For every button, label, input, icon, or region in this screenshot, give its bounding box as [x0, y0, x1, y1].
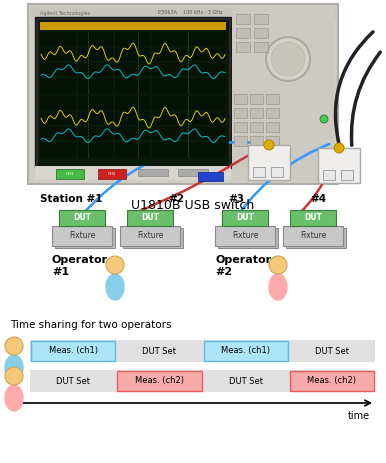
Ellipse shape — [106, 274, 124, 300]
Circle shape — [320, 115, 328, 123]
Bar — [253, 167, 265, 177]
Text: DUT Set: DUT Set — [142, 346, 176, 356]
Bar — [271, 167, 283, 177]
Circle shape — [106, 256, 124, 274]
Bar — [222, 210, 268, 226]
Text: Fixture: Fixture — [69, 232, 95, 240]
Text: Fixture: Fixture — [300, 232, 326, 240]
Bar — [117, 371, 201, 391]
Bar — [138, 169, 168, 176]
Text: Operator
#1: Operator #1 — [52, 255, 108, 277]
Bar — [30, 6, 336, 18]
Bar — [28, 4, 338, 184]
Bar — [55, 228, 115, 248]
Bar — [236, 28, 250, 38]
Bar — [254, 28, 268, 38]
Bar — [232, 6, 334, 180]
Bar — [31, 341, 115, 361]
Text: Fixture: Fixture — [232, 232, 258, 240]
Bar — [266, 136, 279, 146]
Bar — [283, 226, 343, 246]
Bar — [290, 371, 374, 391]
Text: Operator
#2: Operator #2 — [215, 255, 271, 277]
Ellipse shape — [5, 355, 23, 381]
Text: Station #1: Station #1 — [40, 194, 103, 204]
Text: #2: #2 — [168, 194, 184, 204]
Circle shape — [5, 367, 23, 385]
Bar — [38, 20, 228, 165]
Text: #4: #4 — [310, 194, 326, 204]
Bar — [215, 226, 275, 246]
Bar — [254, 42, 268, 52]
Bar — [178, 169, 208, 176]
Text: DUT Set: DUT Set — [229, 376, 262, 386]
Text: E5063A    100 kHz - 3 GHz: E5063A 100 kHz - 3 GHz — [158, 11, 223, 15]
Bar — [127, 210, 173, 226]
Bar — [266, 108, 279, 118]
Bar — [254, 14, 268, 24]
Circle shape — [264, 140, 274, 150]
Text: Meas. (ch2): Meas. (ch2) — [135, 376, 184, 386]
Bar — [218, 228, 278, 248]
Bar — [40, 96, 226, 157]
Bar — [98, 169, 126, 179]
Bar — [40, 22, 226, 30]
Bar — [203, 341, 288, 361]
Bar — [30, 370, 375, 392]
Text: #3: #3 — [228, 194, 244, 204]
Circle shape — [266, 37, 310, 81]
Bar — [30, 340, 375, 362]
Text: DUT: DUT — [304, 213, 322, 223]
Text: U1810B USB switch: U1810B USB switch — [131, 199, 255, 212]
Circle shape — [269, 256, 287, 274]
Circle shape — [334, 143, 344, 153]
Bar — [323, 170, 335, 180]
Bar — [286, 228, 346, 248]
Bar — [234, 136, 247, 146]
Ellipse shape — [5, 385, 23, 411]
Bar — [248, 145, 290, 180]
Bar — [52, 226, 112, 246]
Bar — [56, 169, 84, 179]
Bar — [318, 148, 360, 183]
Bar — [236, 14, 250, 24]
Bar — [250, 122, 263, 132]
Bar — [250, 136, 263, 146]
Bar — [290, 210, 336, 226]
Bar — [123, 228, 183, 248]
Text: DUT Set: DUT Set — [56, 376, 90, 386]
Text: CH2: CH2 — [108, 172, 116, 176]
Text: Meas. (ch2): Meas. (ch2) — [307, 376, 356, 386]
Text: Agilent Technologies: Agilent Technologies — [40, 11, 90, 15]
Text: Fixture: Fixture — [137, 232, 163, 240]
Bar — [341, 170, 353, 180]
Text: DUT: DUT — [141, 213, 159, 223]
Ellipse shape — [269, 274, 287, 300]
Bar — [234, 108, 247, 118]
Bar — [266, 94, 279, 104]
Text: time: time — [348, 411, 370, 421]
Bar — [234, 94, 247, 104]
Bar — [35, 17, 231, 168]
Bar — [59, 210, 105, 226]
Bar — [120, 226, 180, 246]
Text: Meas. (ch1): Meas. (ch1) — [221, 346, 270, 356]
Circle shape — [271, 42, 305, 76]
Bar — [40, 32, 226, 93]
Text: Meas. (ch1): Meas. (ch1) — [49, 346, 98, 356]
Bar — [250, 108, 263, 118]
Bar — [234, 122, 247, 132]
Bar — [266, 122, 279, 132]
Text: DUT: DUT — [236, 213, 254, 223]
Text: CH1: CH1 — [66, 172, 74, 176]
Bar — [198, 172, 223, 181]
Text: DUT: DUT — [73, 213, 91, 223]
Bar — [250, 94, 263, 104]
Bar — [236, 42, 250, 52]
Bar — [35, 166, 231, 180]
Text: DUT Set: DUT Set — [315, 346, 349, 356]
Text: Time sharing for two operators: Time sharing for two operators — [10, 320, 171, 330]
Circle shape — [5, 337, 23, 355]
